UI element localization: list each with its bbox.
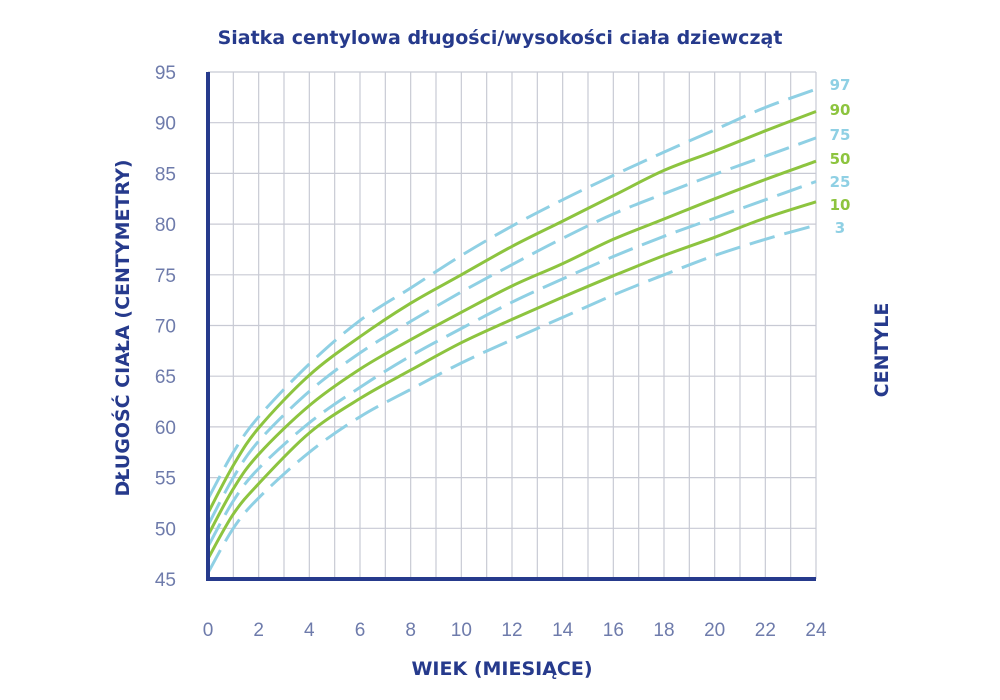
y-tick-label: 95 — [155, 63, 176, 84]
centile-line-75 — [206, 136, 817, 526]
x-tick-label: 18 — [653, 620, 674, 641]
centile-line-50 — [206, 159, 817, 537]
y-tick-label: 55 — [155, 469, 176, 490]
chart-title: Siatka centylowa długości/wysokości ciał… — [218, 27, 783, 49]
centile-line-97 — [206, 87, 817, 500]
grid — [207, 71, 817, 580]
centile-label-97: 97 — [830, 76, 851, 94]
x-axis-title: WIEK (MIESIĄCE) — [411, 658, 592, 680]
x-tick-label: 22 — [755, 620, 776, 641]
x-tick-label: 10 — [451, 620, 472, 641]
x-tick-label: 2 — [253, 620, 264, 641]
series-lines — [206, 87, 817, 574]
y-tick-label: 70 — [155, 317, 176, 338]
x-tick-label: 20 — [704, 620, 725, 641]
y-tick-label: 45 — [155, 570, 176, 591]
centile-line-25 — [206, 180, 817, 548]
x-tick-label: 14 — [552, 620, 574, 641]
x-tick-labels: 0 2 4 6 8 10 12 14 16 18 20 22 24 — [203, 620, 827, 641]
y-tick-label: 60 — [155, 418, 176, 439]
centile-line-3 — [206, 223, 817, 574]
axes — [206, 72, 816, 581]
y-tick-label: 65 — [155, 367, 176, 388]
x-tick-label: 16 — [603, 620, 624, 641]
centile-label-25: 25 — [830, 173, 851, 191]
centile-line-10 — [206, 200, 817, 560]
y-tick-label: 85 — [155, 164, 176, 185]
x-tick-label: 8 — [405, 620, 416, 641]
x-tick-label: 6 — [355, 620, 366, 641]
y-tick-label: 80 — [155, 215, 176, 236]
y-tick-label: 90 — [155, 114, 176, 135]
x-tick-label: 4 — [304, 620, 315, 641]
centile-label-75: 75 — [830, 126, 851, 144]
centile-label-10: 10 — [830, 196, 851, 214]
y-tick-label: 75 — [155, 266, 176, 287]
centile-label-50: 50 — [830, 150, 851, 168]
centile-labels: 97 90 75 50 25 10 3 — [830, 76, 851, 237]
x-tick-label: 0 — [203, 620, 214, 641]
legend-title: CENTYLE — [871, 303, 893, 398]
centile-label-90: 90 — [830, 101, 851, 119]
y-tick-labels: 45 50 55 60 65 70 75 80 85 90 95 — [155, 63, 176, 591]
centile-label-3: 3 — [835, 219, 845, 237]
x-tick-label: 24 — [805, 620, 827, 641]
y-tick-label: 50 — [155, 519, 176, 540]
centile-line-90 — [206, 110, 817, 514]
x-tick-label: 12 — [501, 620, 522, 641]
y-axis-title: DŁUGOŚĆ CIAŁA (CENTYMETRY) — [110, 159, 134, 496]
